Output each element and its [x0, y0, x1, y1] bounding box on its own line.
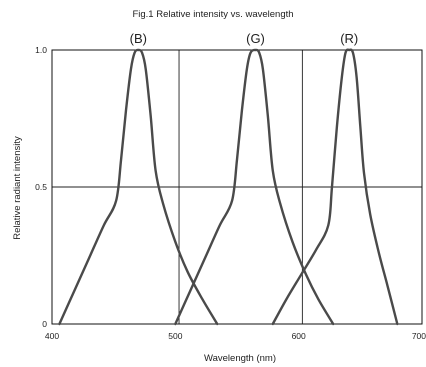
y-tick-label-1.0: 1.0 — [35, 45, 47, 55]
peak-label-b: (B) — [130, 31, 147, 46]
curve-r — [271, 48, 399, 326]
curve-b — [58, 48, 219, 326]
spectral-curves — [58, 48, 399, 326]
y-axis-label: Relative radiant intensity — [12, 136, 23, 240]
y-tick-label-0.5: 0.5 — [35, 182, 47, 192]
chart-title: Fig.1 Relative intensity vs. wavelength — [132, 9, 293, 20]
curve-g — [174, 48, 335, 326]
x-axis-ticks: 400 500 600 700 — [45, 331, 426, 341]
gridlines — [52, 50, 422, 324]
x-tick-label-600: 600 — [292, 331, 306, 341]
y-tick-label-0: 0 — [42, 319, 47, 329]
x-tick-label-400: 400 — [45, 331, 59, 341]
y-axis-ticks: 0 0.5 1.0 — [35, 45, 47, 329]
x-axis-label: Wavelength (nm) — [204, 353, 276, 364]
x-tick-label-500: 500 — [168, 331, 182, 341]
plot-frame — [51, 49, 423, 325]
peak-labels: (B) (G) (R) — [130, 31, 359, 46]
peak-label-g: (G) — [246, 31, 265, 46]
x-tick-label-700: 700 — [412, 331, 426, 341]
peak-label-r: (R) — [340, 31, 358, 46]
